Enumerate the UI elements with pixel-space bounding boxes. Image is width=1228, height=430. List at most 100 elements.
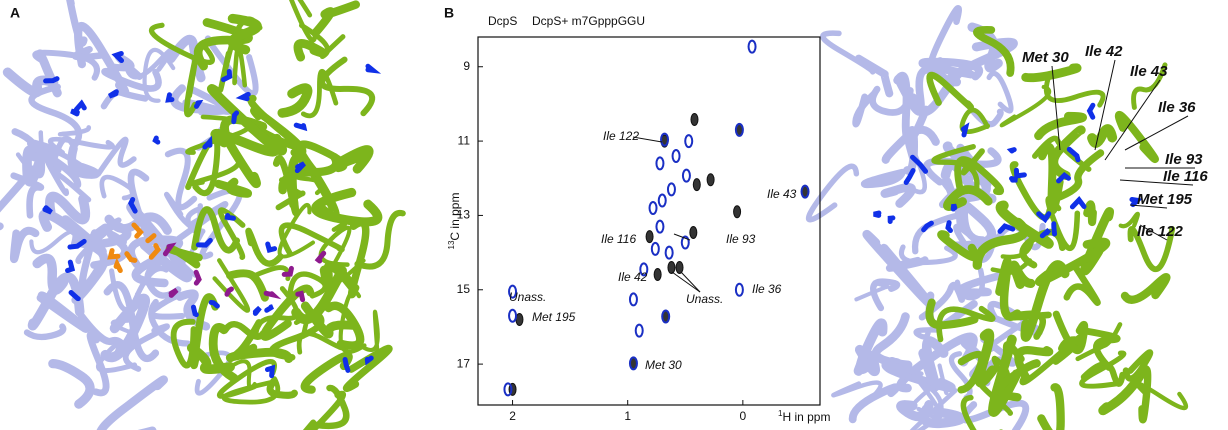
ribbon (854, 280, 890, 302)
sup: 1 (778, 409, 783, 418)
ribbon (1120, 273, 1171, 304)
peak-label: Unass. (686, 292, 723, 306)
ribbon (913, 327, 941, 340)
side-chain (950, 203, 958, 212)
side-chain (1036, 211, 1052, 224)
side-chain (263, 290, 282, 300)
side-chain (1069, 196, 1087, 210)
side-chain (264, 304, 274, 313)
side-chain (131, 222, 144, 239)
ribbon (289, 0, 318, 43)
ribbon (245, 227, 284, 267)
side-chain (365, 63, 382, 74)
peak (503, 382, 513, 397)
ribbon (333, 145, 374, 174)
ribbon (148, 291, 186, 320)
leader (680, 271, 701, 293)
ribbon (95, 136, 137, 177)
side-chain (111, 51, 125, 64)
ribbon (183, 57, 198, 118)
side-chain (168, 287, 179, 298)
ribbon (1131, 62, 1168, 110)
peak (689, 226, 698, 240)
ribbon (48, 358, 95, 409)
side-chain (364, 355, 374, 366)
peak (671, 148, 681, 163)
side-chain (42, 205, 53, 215)
ribbon (1007, 310, 1052, 340)
side-chain (997, 223, 1016, 234)
peak (661, 309, 671, 324)
ribbon (312, 384, 350, 430)
ribbon (936, 305, 996, 343)
peak-label: Met 30 (645, 358, 682, 372)
ribbon (999, 84, 1052, 128)
peak (734, 282, 744, 297)
ribbon (260, 284, 315, 341)
ribbon (186, 343, 235, 375)
ribbon (925, 298, 979, 330)
peak-label: Ile 36 (752, 282, 782, 296)
side-chain (165, 92, 175, 103)
ribbon (278, 222, 345, 256)
ribbon (1083, 200, 1097, 227)
side-chain (265, 241, 278, 253)
ribbon (957, 350, 986, 394)
ribbon (302, 390, 347, 430)
ribbon (190, 293, 219, 369)
side-chain (224, 286, 234, 297)
peak (706, 173, 715, 187)
structures (0, 0, 1189, 430)
ribbon (1043, 72, 1106, 108)
ribbon (164, 147, 198, 211)
ribbon (948, 351, 973, 401)
x-tick-label: 1 (624, 409, 631, 423)
peak (692, 178, 701, 192)
legend-entry: DcpS+ m7GpppGGU (532, 14, 645, 28)
ribbon (163, 191, 206, 234)
residue-label: Met 30 (1022, 49, 1069, 66)
ribbon (96, 375, 168, 430)
ribbon (277, 202, 315, 259)
ribbon (293, 38, 328, 62)
peak (667, 260, 676, 274)
ribbon (214, 177, 252, 198)
ribbon (953, 223, 998, 263)
side-chain (224, 213, 237, 221)
side-chain (1086, 102, 1096, 120)
y-tick-label: 15 (457, 282, 471, 296)
ribbon (963, 99, 1004, 128)
peak (734, 122, 744, 137)
x-axis-label: 1H in ppm (778, 409, 830, 424)
peak (655, 156, 665, 171)
ribbon (855, 318, 888, 375)
side-chain (67, 238, 87, 250)
leader (673, 233, 691, 241)
ribbon (212, 258, 251, 313)
side-chain (68, 289, 81, 302)
ribbon (1049, 125, 1086, 181)
ribbon (1122, 349, 1154, 382)
ribbon (71, 238, 109, 305)
x-tick-label: 0 (740, 409, 747, 423)
ribbon (1034, 237, 1111, 287)
peak-label: Ile 42 (618, 270, 648, 284)
peak-label: Ile 116 (601, 232, 636, 246)
peak-label: Ile 43 (767, 187, 797, 201)
side-chain (113, 257, 123, 274)
ribbon (996, 359, 1041, 402)
peak (639, 262, 649, 277)
side-chain (202, 135, 213, 150)
ribbon (86, 331, 110, 397)
ribbon (1079, 350, 1127, 389)
ribbon (48, 135, 76, 168)
ribbon (224, 359, 257, 391)
ribbon (1021, 63, 1082, 83)
ribbon (338, 289, 367, 354)
ribbon (100, 89, 149, 110)
ribbon (880, 183, 917, 208)
side-chain (70, 108, 80, 117)
ribbon (222, 320, 266, 340)
side-chain (960, 122, 970, 138)
ribbon (1098, 371, 1145, 416)
